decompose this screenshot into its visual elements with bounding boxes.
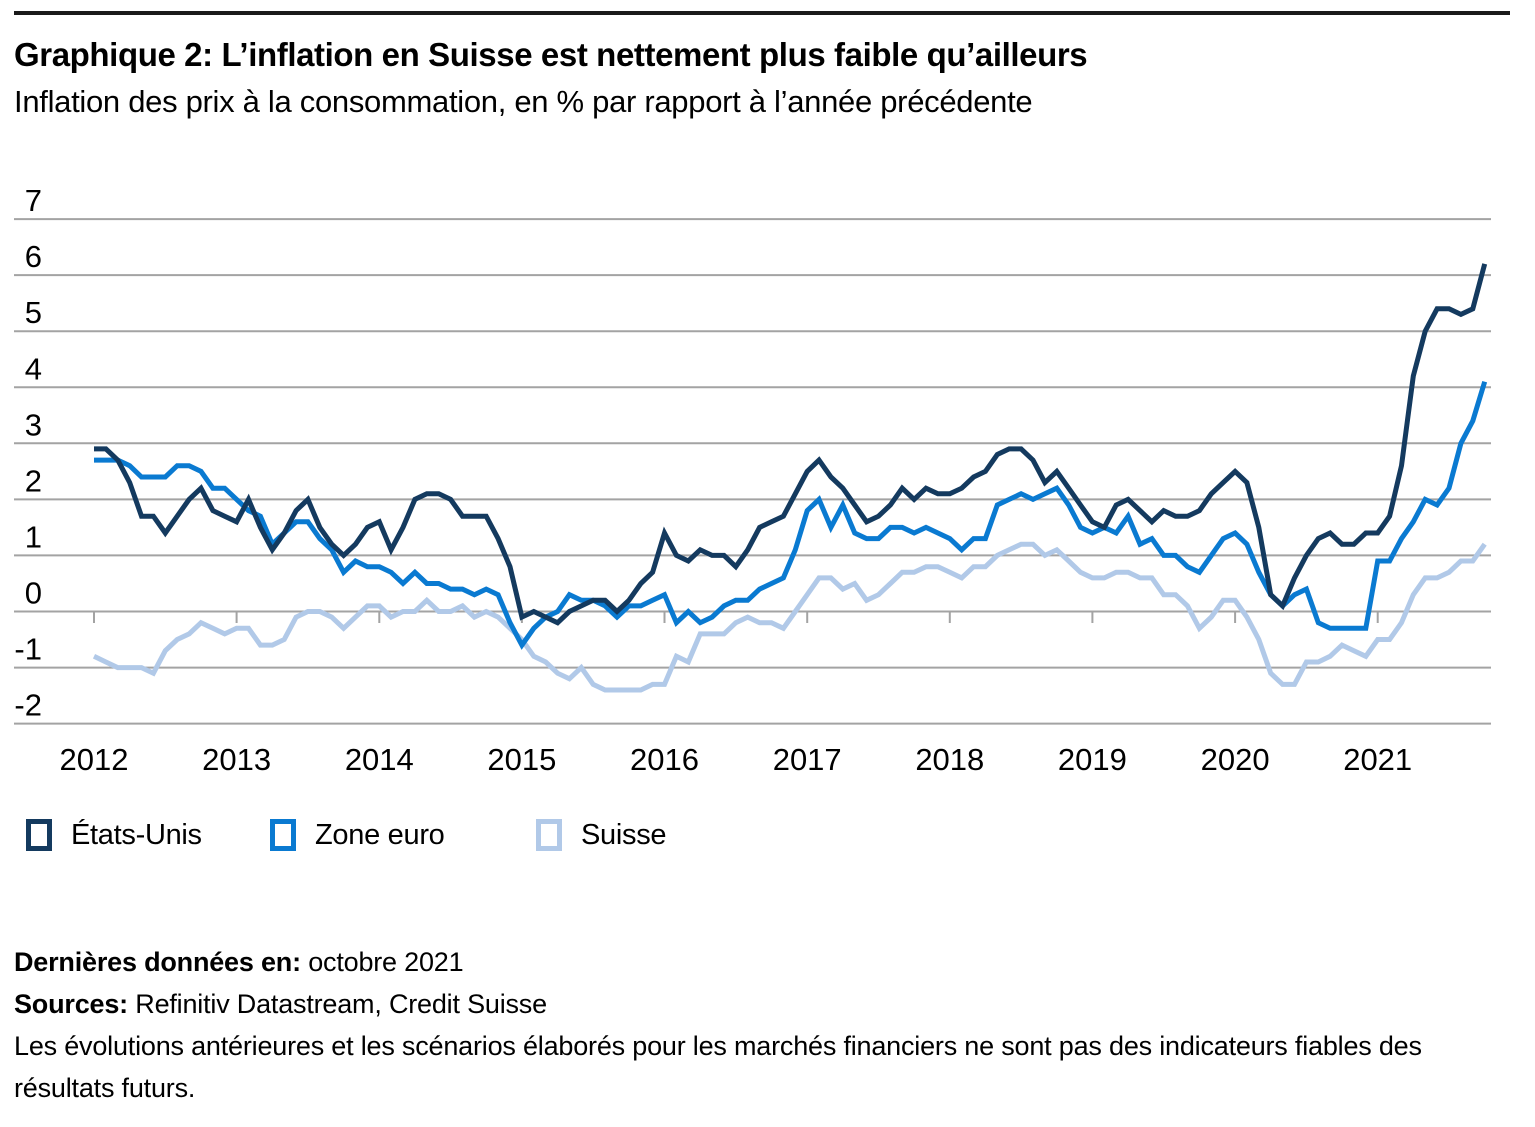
zone-euro-swatch-icon bbox=[270, 819, 296, 851]
x-axis-label: 2020 bbox=[1201, 742, 1270, 777]
chart-legend: États-Unis Zone euro Suisse bbox=[0, 816, 1535, 856]
y-axis-label: 4 bbox=[25, 351, 42, 386]
x-axis-label: 2014 bbox=[345, 742, 414, 777]
legend-label-suisse: Suisse bbox=[581, 818, 667, 851]
legend-label-zone-euro: Zone euro bbox=[315, 818, 445, 851]
inflation-chart: 7 6 5 4 3 2 1 0 -1 -2 2012 2013 2014 2015 2016 2017 2018… bbox=[14, 183, 1491, 777]
y-axis-label: 2 bbox=[25, 463, 42, 498]
last-data-value: octobre 2021 bbox=[308, 947, 464, 977]
x-axis-label: 2012 bbox=[60, 742, 129, 777]
legend-item-zone-euro: Zone euro bbox=[270, 816, 445, 854]
last-data-line: Dernières données en: octobre 2021 bbox=[14, 941, 1484, 983]
x-axis-label: 2019 bbox=[1058, 742, 1127, 777]
y-axis-label: -2 bbox=[14, 688, 42, 723]
x-axis-label: 2018 bbox=[915, 742, 984, 777]
legend-label-etats-unis: États-Unis bbox=[71, 818, 202, 851]
suisse-swatch-icon bbox=[536, 819, 562, 851]
legend-item-suisse: Suisse bbox=[536, 816, 667, 854]
sources-value: Refinitiv Datastream, Credit Suisse bbox=[135, 989, 547, 1019]
series-line-suisse bbox=[92, 541, 1487, 693]
x-axis-label: 2017 bbox=[773, 742, 842, 777]
footer: Dernières données en: octobre 2021 Sourc… bbox=[14, 941, 1484, 1109]
y-axis-label: 5 bbox=[25, 295, 42, 330]
top-rule bbox=[14, 11, 1510, 15]
sources-line: Sources: Refinitiv Datastream, Credit Su… bbox=[14, 983, 1484, 1025]
disclaimer-text: Les évolutions antérieures et les scénar… bbox=[14, 1031, 1422, 1103]
y-axis-label: 0 bbox=[25, 576, 42, 611]
y-axis-label: 3 bbox=[25, 407, 42, 442]
x-axis-label: 2013 bbox=[202, 742, 271, 777]
sources-label: Sources: bbox=[14, 989, 128, 1019]
legend-item-etats-unis: États-Unis bbox=[26, 816, 202, 854]
y-axis-label: -1 bbox=[14, 632, 42, 667]
series-line--tats-unis bbox=[94, 263, 1488, 626]
y-axis-label: 7 bbox=[25, 183, 42, 218]
y-axis-label: 1 bbox=[25, 519, 42, 554]
last-data-label: Dernières données en: bbox=[14, 947, 301, 977]
x-axis-label: 2021 bbox=[1343, 742, 1412, 777]
y-axis-label: 6 bbox=[25, 239, 42, 274]
x-axis-label: 2016 bbox=[630, 742, 699, 777]
page-subtitle: Inflation des prix à la consommation, en… bbox=[14, 84, 1033, 119]
page-title: Graphique 2: L’inflation en Suisse est n… bbox=[14, 36, 1088, 73]
x-axis-label: 2015 bbox=[487, 742, 556, 777]
series-line-zone-euro bbox=[94, 380, 1488, 650]
etats-unis-swatch-icon bbox=[26, 819, 52, 851]
